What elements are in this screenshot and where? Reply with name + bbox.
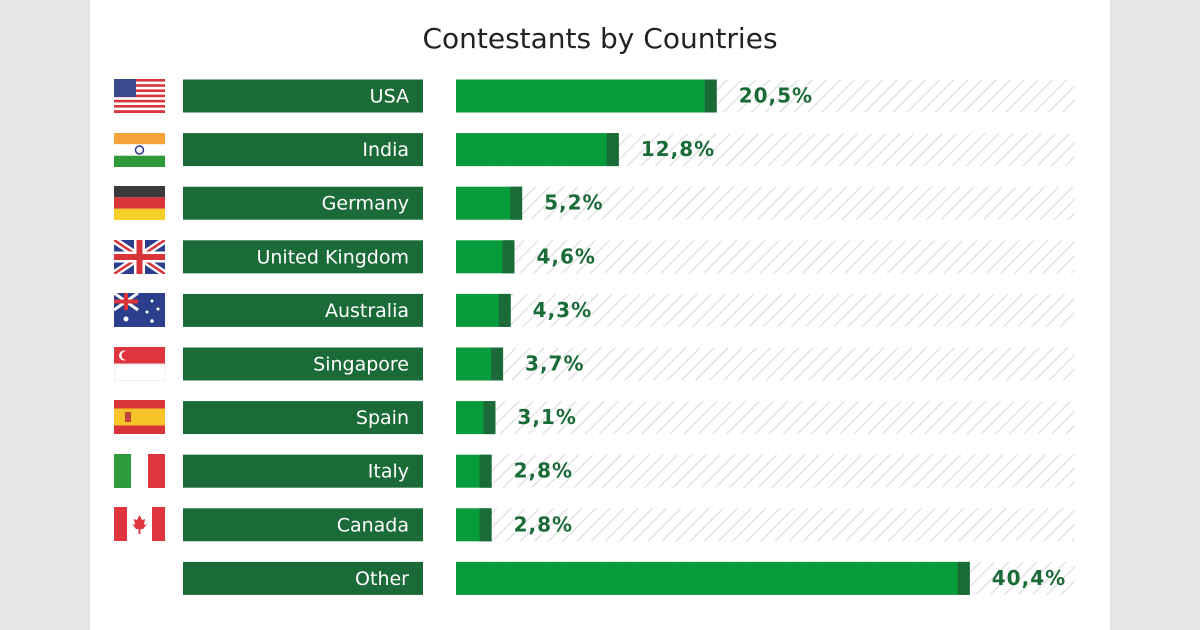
bar-track — [456, 293, 1075, 327]
flag-india — [114, 133, 165, 167]
category-label: Australia — [325, 300, 409, 322]
category-box — [183, 347, 423, 381]
category-label: Spain — [356, 407, 409, 429]
bar-track — [456, 186, 1075, 220]
flag-italy — [114, 454, 165, 488]
category-box — [183, 454, 423, 488]
category-label: Singapore — [313, 354, 409, 376]
value-label: 2,8% — [514, 512, 573, 536]
bar-cap — [510, 186, 523, 220]
bar-cap — [606, 133, 619, 167]
bar-track — [456, 508, 1075, 542]
bar-track — [456, 347, 1075, 381]
bar-track — [456, 240, 1075, 274]
category-box — [183, 293, 423, 327]
bar-cap — [483, 401, 496, 435]
flag-uk — [114, 240, 165, 274]
value-label: 20,5% — [739, 84, 813, 108]
bar-cap — [502, 240, 515, 274]
category-box — [183, 240, 423, 274]
category-label: Italy — [368, 461, 409, 483]
category-label: United Kingdom — [256, 246, 409, 268]
category-box — [183, 561, 423, 595]
flag-usa — [114, 79, 165, 113]
bar-cap — [704, 79, 717, 113]
category-box — [183, 133, 423, 167]
bar-cap — [498, 293, 511, 327]
value-label: 12,8% — [641, 137, 715, 161]
category-box — [183, 79, 423, 113]
bar — [456, 79, 717, 113]
bar-track — [456, 454, 1075, 488]
chart-title: Contestants by Countries — [422, 22, 777, 55]
flag-canada — [114, 507, 165, 541]
flag-singapore — [114, 347, 165, 381]
bar-cap — [479, 454, 492, 488]
value-label: 5,2% — [544, 191, 603, 215]
category-box — [183, 401, 423, 435]
category-label: Germany — [322, 193, 409, 215]
value-label: 40,4% — [992, 566, 1066, 590]
flag-spain — [114, 400, 165, 434]
category-label: Canada — [337, 514, 409, 536]
category-label: Other — [355, 568, 409, 590]
value-label: 4,6% — [536, 244, 595, 268]
category-label: India — [362, 139, 409, 161]
value-label: 3,7% — [525, 352, 584, 376]
category-box — [183, 186, 423, 220]
value-label: 2,8% — [514, 459, 573, 483]
value-label: 3,1% — [517, 405, 576, 429]
bar — [456, 133, 619, 167]
flag-germany — [114, 186, 165, 220]
bar — [456, 561, 970, 595]
bar-cap — [479, 508, 492, 542]
category-box — [183, 508, 423, 542]
bar-cap — [957, 561, 970, 595]
flags — [114, 79, 165, 541]
value-label: 4,3% — [533, 298, 592, 322]
bar-cap — [491, 347, 504, 381]
bar-track — [456, 401, 1075, 435]
flag-australia — [114, 293, 165, 327]
category-label: USA — [370, 86, 409, 108]
